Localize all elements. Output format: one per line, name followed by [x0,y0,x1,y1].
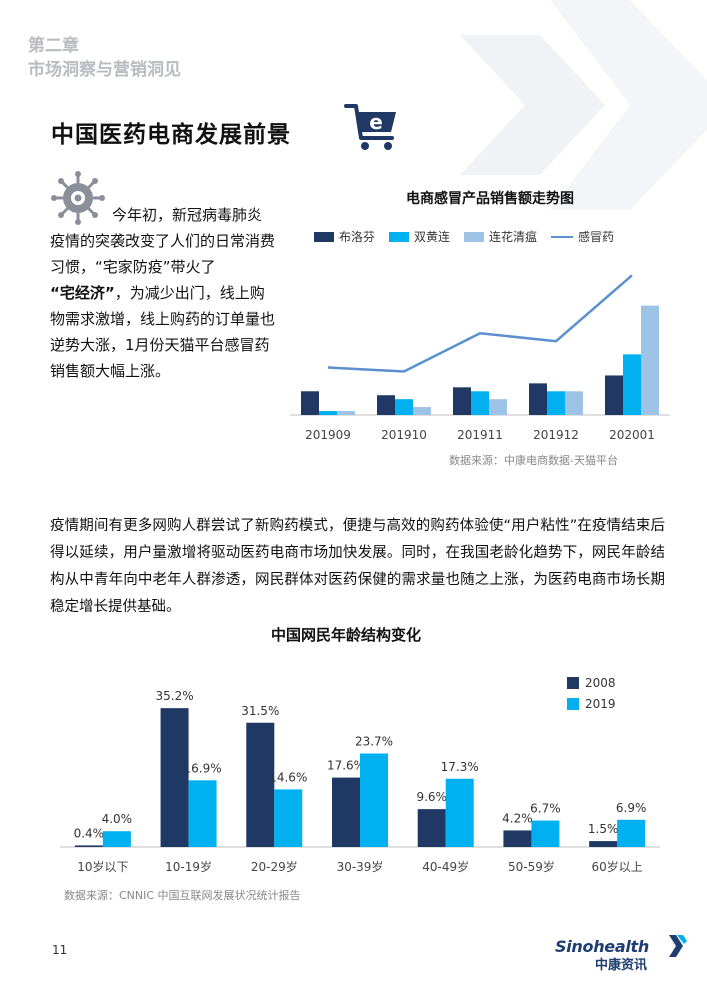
chart1-source: 数据来源：中康电商数据-天猫平台 [449,454,618,467]
x-tick-label: 10-19岁 [165,859,212,874]
data-label: 4.0% [102,812,133,826]
x-tick-label: 201911 [457,428,503,442]
chart1-legend: 布洛芬 双黄连 连花清瘟 感冒药 [314,228,614,245]
legend-item: 感冒药 [551,228,614,245]
legend-label: 2008 [585,675,616,690]
bar [641,305,659,415]
logo-text-en: Sinohealth [555,937,649,956]
x-tick-label: 201909 [305,428,351,442]
data-label: 31.5% [241,704,279,718]
x-tick-label: 60岁以上 [592,859,643,874]
bar [332,777,360,847]
bar [274,789,303,847]
bar [395,399,413,415]
bar [531,820,560,847]
bar [417,809,446,847]
legend-item: 2008 [567,672,616,693]
data-label: 4.2% [502,811,533,825]
chapter-header: 第二章 市场洞察与营销洞见 [28,34,181,82]
intro-bold: “宅经济” [50,284,115,302]
legend-label: 感冒药 [578,230,615,244]
bar [360,753,388,847]
body-paragraph: 疫情期间有更多网购人群尝试了新购药模式，便捷与高效的购药体验使“用户粘性”在疫情… [50,518,665,615]
intro-line2: ，为减少出门，线上购物需求激增，线上购药的订单量也逆势大涨，1月份天猫平台感冒药… [50,284,276,380]
logo-text-cn: 中康资讯 [595,958,648,973]
age-structure-chart: 0.4%4.0% 10岁以下 35.2% 16.9% 10-19岁 31.5% 14.6% 2… [60,689,660,874]
bar [246,722,275,847]
bar [617,819,646,847]
x-tick-label: 40-49岁 [422,859,469,874]
bar [471,391,489,415]
sinohealth-logo: Sinohealth 中康资讯 [555,935,687,973]
chapter-name: 市场洞察与营销洞见 [28,60,181,80]
data-label: 17.6% [327,759,365,773]
sales-trend-chart: 201909 201910 201911 201912 202001 [290,274,670,442]
section-title: 中国医药电商发展前景 [51,122,291,148]
chart2-title: 中国网民年龄结构变化 [270,626,421,644]
legend-label: 2019 [585,696,616,711]
bar [377,395,395,415]
data-label: 9.6% [416,790,447,804]
bar [623,354,641,415]
x-tick-label: 201910 [381,428,427,442]
chart2-legend: 2008 2019 [567,672,616,714]
bar [301,391,319,415]
data-label: 35.2% [156,689,194,703]
chapter-number: 第二章 [28,36,79,56]
legend-label: 双黄连 [414,230,451,244]
data-label: 0.4% [74,826,105,840]
data-label: 16.9% [184,761,222,775]
virus-icon [51,171,105,225]
bar [188,780,217,847]
data-label: 17.3% [441,760,479,774]
data-label: 6.9% [616,801,647,815]
x-tick-label: 50-59岁 [508,859,555,874]
bar [503,830,532,847]
x-tick-label: 20-29岁 [251,859,298,874]
intro-line1: 今年初，新冠病毒肺炎疫情的突袭改变了人们的日常消费习惯，“宅家防疫”带火了 [50,206,276,276]
bar [529,383,547,415]
bar [589,841,618,847]
legend-item: 2019 [567,693,616,714]
logo-mark-icon [669,935,687,957]
data-label: 14.6% [269,770,307,784]
legend-item: 连花清瘟 [464,228,537,245]
intro-text: 今年初，新冠病毒肺炎疫情的突袭改变了人们的日常消费习惯，“宅家防疫”带火了 “宅经… [50,202,276,384]
page-number: 11 [52,943,68,957]
chart1-title: 电商感冒产品销售额走势图 [406,191,574,207]
data-label: 23.7% [355,735,393,749]
bar [102,831,131,847]
legend-item: 双黄连 [389,228,450,245]
legend-item: 布洛芬 [314,228,375,245]
bar [445,778,474,847]
bar [605,375,623,415]
bar [337,411,355,415]
x-tick-label: 30-39岁 [337,859,384,874]
x-tick-label: 202001 [609,428,655,442]
bar [413,407,431,415]
shopping-cart-e-icon: e [344,104,396,150]
bar [547,391,565,415]
chart2-source: 数据来源：CNNIC 中国互联网发展状况统计报告 [64,889,301,902]
bar [453,387,471,415]
bar [489,399,507,415]
chevron-decoration [460,0,707,210]
series-line [327,274,633,373]
bar [565,391,583,415]
bar [160,708,189,847]
legend-label: 布洛芬 [339,230,376,244]
svg-text:e: e [369,110,383,134]
legend-label: 连花清瘟 [489,230,538,244]
x-tick-label: 10岁以下 [77,859,128,874]
bar [74,845,103,847]
bar [319,411,337,415]
data-label: 6.7% [530,802,561,816]
data-label: 1.5% [588,822,619,836]
x-tick-label: 201912 [533,428,579,442]
